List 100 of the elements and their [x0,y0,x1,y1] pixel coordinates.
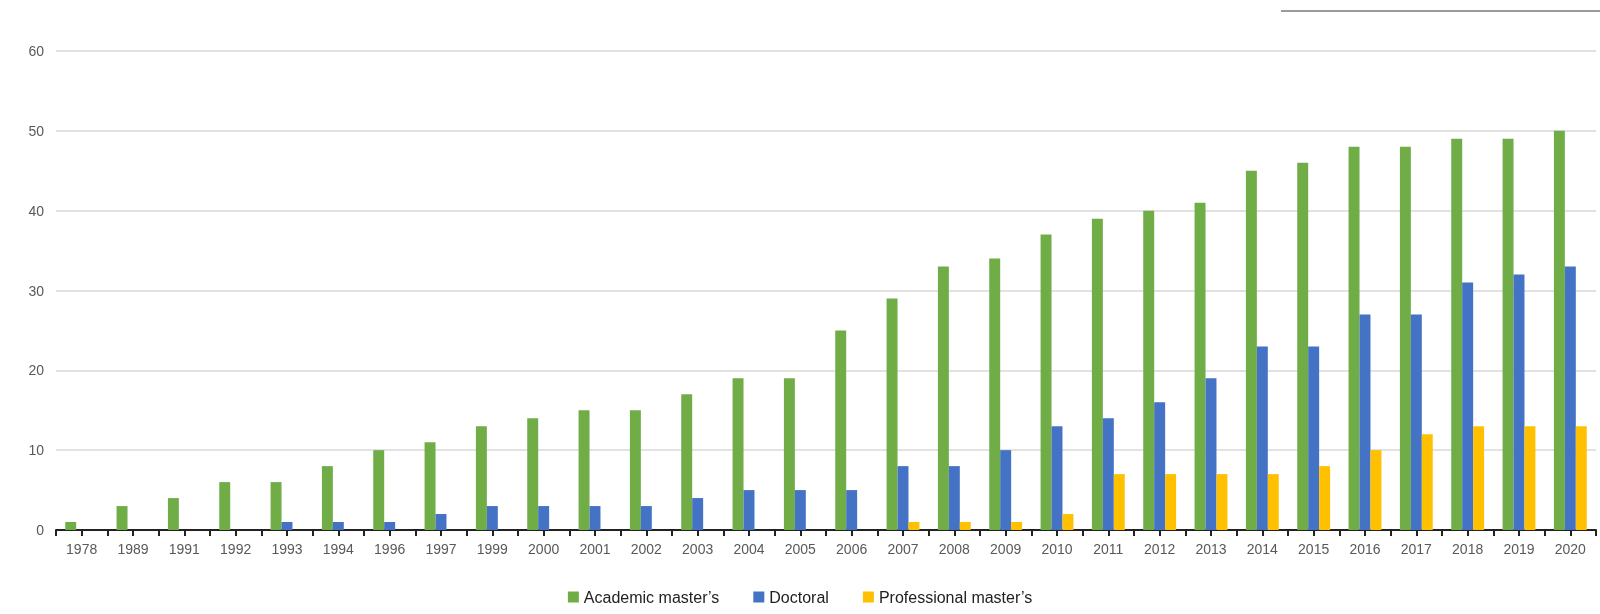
bar [1245,170,1257,530]
bar [886,298,898,530]
bar [1011,522,1023,530]
x-tick-label: 2000 [528,541,560,557]
bar [332,522,344,530]
bar [1000,450,1012,530]
bar [270,482,282,530]
bar [1399,146,1411,530]
bar [794,490,806,530]
bar [692,498,704,530]
bar [1051,426,1063,530]
bar [486,506,498,530]
x-tick-label: 2018 [1452,541,1484,557]
x-tick-label: 1994 [322,541,355,557]
bar [1194,202,1206,530]
bar [732,378,744,530]
x-tick-label: 2007 [887,541,919,557]
bar [578,410,590,530]
x-tick-label: 2006 [836,541,868,557]
legend-label: Professional master’s [878,588,1033,606]
bar [1091,218,1103,530]
bar [1205,378,1217,530]
bar [373,450,385,530]
bar [1473,426,1485,530]
bar [1462,282,1474,530]
bar [321,466,333,530]
x-tick-label: 2005 [784,541,817,557]
bar [116,506,128,530]
x-tick-label: 2020 [1554,541,1587,557]
bar [1267,474,1279,530]
y-tick-label: 10 [28,442,45,459]
bar [424,442,436,530]
bar [1216,474,1228,530]
x-tick-label: 2011 [1093,541,1124,557]
bar [1502,138,1514,530]
legend-label: Doctoral [769,588,829,606]
x-tick-label: 1989 [117,541,149,557]
x-tick-label: 2001 [579,541,611,557]
bar [1113,474,1125,530]
bar [1154,402,1166,530]
x-tick-label: 1997 [425,541,457,557]
x-tick-label: 2004 [733,541,765,557]
bar [538,506,550,530]
bar [629,410,641,530]
x-tick-label: 2013 [1195,541,1227,557]
x-tick-label: 2009 [990,541,1022,557]
x-tick-label: 2010 [1041,541,1073,557]
bar [1308,346,1320,530]
x-tick-label: 2014 [1246,541,1279,557]
x-tick-label: 1991 [168,541,201,557]
bar [1451,138,1463,530]
x-tick-label: 1978 [66,541,98,557]
bar [640,506,652,530]
x-tick-label: 1999 [476,541,509,557]
bar [1553,130,1565,530]
bar [1370,450,1382,530]
bar [948,466,960,530]
bar [1575,426,1587,530]
bar [589,506,601,530]
x-tick-label: 2017 [1400,541,1433,557]
bar [1348,146,1360,530]
bar [743,490,755,530]
bar [1513,274,1525,530]
x-tick-label: 2015 [1298,541,1330,557]
bar [219,482,231,530]
bar [835,330,847,530]
y-tick-label: 60 [28,43,45,59]
bar [1524,426,1536,530]
bar [527,418,539,530]
x-tick-label: 2012 [1144,541,1176,557]
bar [1143,210,1155,530]
x-tick-label: 2003 [682,541,714,557]
bar [1040,234,1052,530]
legend-label: Academic master’s [583,588,720,606]
bar [1062,514,1074,530]
bar [959,522,971,530]
bar [475,426,487,530]
y-tick-label: 40 [28,202,45,219]
x-tick-label: 2016 [1349,541,1381,557]
y-tick-label: 50 [28,122,45,139]
bar [1319,466,1331,530]
bar [1256,346,1268,530]
bar [281,522,293,530]
bar [908,522,920,530]
x-tick-label: 1993 [271,541,303,557]
y-tick-label: 20 [28,362,45,379]
bar [989,258,1001,530]
bar [783,378,795,530]
bar [897,466,909,530]
bar [1102,418,1114,530]
bar [435,514,447,530]
x-tick-label: 2019 [1503,541,1535,557]
x-tick-label: 1996 [374,541,406,557]
bar [1410,314,1422,530]
y-tick-label: 30 [28,282,45,299]
bar [1165,474,1177,530]
x-tick-label: 2002 [630,541,663,557]
y-tick-label: 0 [36,522,45,538]
bar [384,522,396,530]
bar [1421,434,1433,530]
